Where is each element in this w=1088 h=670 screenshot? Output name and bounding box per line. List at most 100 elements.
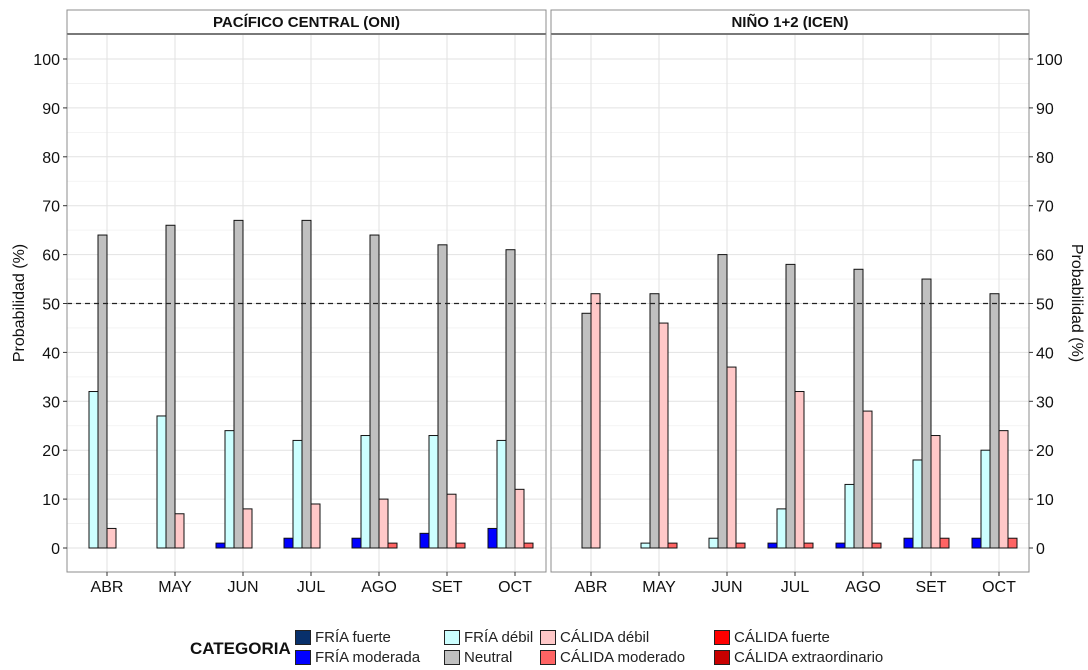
legend-swatch — [295, 649, 311, 665]
x-tick-label: AGO — [361, 579, 397, 596]
legend-label: CÁLIDA moderado — [560, 648, 686, 666]
y-tick-label-left: 90 — [42, 101, 60, 118]
legend: CATEGORIA FRÍA fuerte FRÍA moderada FRÍA… — [190, 628, 910, 668]
y-tick-label-left: 50 — [42, 297, 60, 314]
legend-swatch — [540, 629, 556, 645]
bar — [912, 459, 923, 549]
y-tick-label-right: 80 — [1036, 150, 1054, 167]
y-axis-title-left: Probabilidad (%) — [11, 244, 28, 362]
bar — [487, 527, 498, 549]
bar — [1007, 537, 1018, 549]
x-tick-label: MAY — [642, 579, 676, 596]
bar — [844, 483, 855, 549]
bar — [88, 391, 99, 549]
y-tick-label-left: 70 — [42, 199, 60, 216]
bar — [767, 542, 778, 549]
bar — [921, 278, 932, 549]
x-tick-label: ABR — [91, 579, 124, 596]
bar — [455, 542, 466, 549]
bar — [803, 542, 814, 549]
y-tick-label-right: 50 — [1036, 297, 1054, 314]
legend-swatch — [714, 629, 730, 645]
bar — [378, 498, 389, 549]
legend-swatch — [540, 649, 556, 665]
x-tick-label: SET — [915, 579, 946, 596]
legend-label: CÁLIDA extraordinario — [734, 648, 884, 666]
bar — [980, 449, 991, 549]
bar — [310, 503, 321, 549]
panel-2: NIÑO 1+2 (ICEN) ABR MAY JUN JUL AGO SET OCT — [550, 9, 1030, 596]
bar — [871, 542, 882, 549]
bar — [903, 537, 914, 549]
legend-item-fria-fuerte: FRÍA fuerte — [295, 628, 391, 646]
bar — [726, 366, 737, 549]
y-tick-label-left: 100 — [33, 52, 60, 69]
bar — [174, 513, 185, 549]
bar — [667, 542, 678, 549]
bar — [97, 234, 108, 549]
bar — [785, 263, 796, 549]
y-tick-label-left: 20 — [42, 443, 60, 460]
x-tick-label: JUL — [781, 579, 810, 596]
legend-label: FRÍA débil — [464, 628, 534, 646]
bar — [505, 249, 516, 549]
bar — [360, 435, 371, 549]
bar — [939, 537, 950, 549]
bar — [776, 508, 787, 549]
bar — [446, 493, 457, 549]
legend-swatch — [444, 629, 460, 645]
bar — [165, 224, 176, 549]
x-tick-label: JUN — [227, 579, 258, 596]
chart-svg: PACÍFICO CENTRAL (ONI) ABR MAY JUN JUL AGO SET… — [11, 9, 1085, 596]
legend-item-calida-debil: CÁLIDA débil — [540, 628, 649, 646]
bar — [496, 439, 507, 549]
y-tick-label-left: 10 — [42, 492, 60, 509]
y-tick-label-left: 80 — [42, 150, 60, 167]
x-tick-label: OCT — [498, 579, 532, 596]
y-tick-label-right: 30 — [1036, 394, 1054, 411]
y-tick-label-right: 90 — [1036, 101, 1054, 118]
bar — [428, 435, 439, 549]
bar — [853, 268, 864, 549]
bar — [658, 322, 669, 549]
legend-label: CÁLIDA fuerte — [734, 628, 830, 646]
legend-item-neutral: Neutral — [444, 648, 512, 666]
legend-swatch — [295, 629, 311, 645]
bar — [998, 430, 1009, 549]
bar — [794, 391, 805, 549]
bar — [514, 488, 525, 549]
panel-title: PACÍFICO CENTRAL (ONI) — [213, 14, 400, 31]
bar — [971, 537, 982, 549]
y-tick-label-right: 20 — [1036, 443, 1054, 460]
y-tick-label-left: 40 — [42, 345, 60, 362]
y-axis-title-right: Probabilidad (%) — [1068, 244, 1085, 362]
legend-item-calida-moderado: CÁLIDA moderado — [540, 648, 685, 666]
bar — [351, 537, 362, 549]
bar — [292, 439, 303, 549]
panel-1: PACÍFICO CENTRAL (ONI) ABR MAY JUN JUL AGO SET… — [66, 9, 547, 596]
y-tick-label-right: 40 — [1036, 345, 1054, 362]
bar — [590, 293, 601, 549]
legend-swatch — [444, 649, 460, 665]
y-tick-label-left: 30 — [42, 394, 60, 411]
bar — [649, 293, 660, 549]
y-tick-label-left: 0 — [51, 541, 60, 558]
bar — [835, 542, 846, 549]
legend-title: CATEGORIA — [190, 639, 291, 658]
bar — [735, 542, 746, 549]
y-tick-label-right: 100 — [1036, 52, 1063, 69]
legend-label: CÁLIDA débil — [560, 628, 650, 646]
legend-item-calida-fuerte: CÁLIDA fuerte — [714, 628, 830, 646]
bar — [156, 415, 167, 549]
bar — [301, 219, 312, 549]
legend-label: FRÍA fuerte — [315, 628, 391, 646]
bar — [224, 430, 235, 549]
bar — [419, 532, 430, 549]
bar — [233, 219, 244, 549]
x-tick-label: OCT — [982, 579, 1016, 596]
x-tick-label: JUL — [297, 579, 326, 596]
bar — [215, 542, 226, 549]
legend-label: FRÍA moderada — [315, 648, 421, 666]
y-tick-label-right: 10 — [1036, 492, 1054, 509]
